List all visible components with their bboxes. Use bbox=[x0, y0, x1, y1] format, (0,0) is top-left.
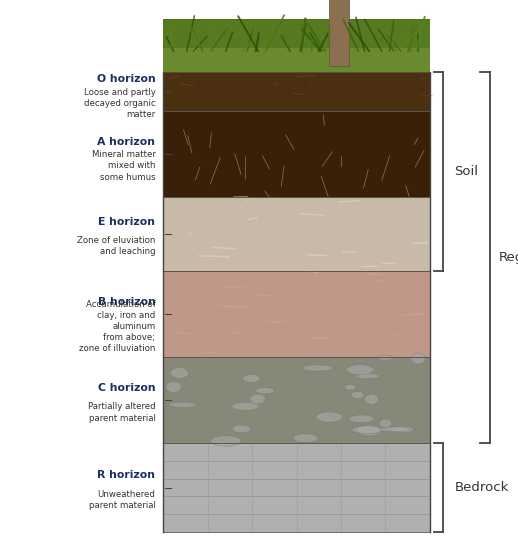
Text: R horizon: R horizon bbox=[97, 470, 155, 480]
Text: Zone of eluviation
and leaching: Zone of eluviation and leaching bbox=[77, 236, 155, 257]
Ellipse shape bbox=[376, 355, 394, 360]
Text: Loose and partly
decayed organic
matter: Loose and partly decayed organic matter bbox=[83, 88, 155, 119]
Ellipse shape bbox=[391, 426, 414, 433]
Bar bbox=[163, 19, 430, 72]
Ellipse shape bbox=[169, 402, 196, 408]
Ellipse shape bbox=[346, 365, 373, 375]
Ellipse shape bbox=[355, 373, 380, 379]
Bar bbox=[163, 19, 430, 48]
Text: Unweathered
parent material: Unweathered parent material bbox=[89, 490, 155, 510]
Ellipse shape bbox=[302, 365, 333, 371]
Text: Accumulation of
clay, iron and
aluminum
from above;
zone of illuviation: Accumulation of clay, iron and aluminum … bbox=[79, 300, 155, 353]
Ellipse shape bbox=[365, 394, 379, 404]
Text: A horizon: A horizon bbox=[97, 136, 155, 147]
Ellipse shape bbox=[411, 353, 425, 364]
Ellipse shape bbox=[380, 427, 410, 432]
Text: E horizon: E horizon bbox=[98, 217, 155, 227]
Ellipse shape bbox=[349, 415, 374, 423]
Ellipse shape bbox=[166, 381, 181, 392]
Bar bbox=[163, 72, 430, 111]
Text: Partially altered
parent material: Partially altered parent material bbox=[88, 402, 155, 423]
Bar bbox=[163, 271, 430, 357]
Ellipse shape bbox=[357, 425, 382, 436]
Ellipse shape bbox=[232, 425, 251, 433]
Text: Mineral matter
mixed with
some humus: Mineral matter mixed with some humus bbox=[92, 150, 155, 182]
Bar bbox=[328, 0, 349, 66]
Ellipse shape bbox=[250, 394, 266, 404]
Ellipse shape bbox=[170, 367, 189, 378]
Ellipse shape bbox=[344, 384, 356, 390]
Text: Regolith: Regolith bbox=[499, 251, 518, 264]
Ellipse shape bbox=[242, 375, 261, 383]
Text: B horizon: B horizon bbox=[97, 297, 155, 307]
Ellipse shape bbox=[379, 419, 392, 428]
Text: O horizon: O horizon bbox=[97, 74, 155, 84]
Text: Bedrock: Bedrock bbox=[454, 481, 509, 494]
Text: Soil: Soil bbox=[454, 165, 478, 178]
Bar bbox=[163, 111, 430, 197]
Ellipse shape bbox=[351, 392, 364, 398]
Text: C horizon: C horizon bbox=[98, 383, 155, 393]
Bar bbox=[163, 197, 430, 271]
Ellipse shape bbox=[352, 426, 382, 434]
Ellipse shape bbox=[316, 412, 342, 422]
Ellipse shape bbox=[293, 434, 318, 443]
Ellipse shape bbox=[211, 435, 241, 446]
Ellipse shape bbox=[232, 402, 259, 411]
Bar bbox=[163, 443, 430, 532]
Bar bbox=[163, 357, 430, 443]
Ellipse shape bbox=[255, 388, 275, 394]
